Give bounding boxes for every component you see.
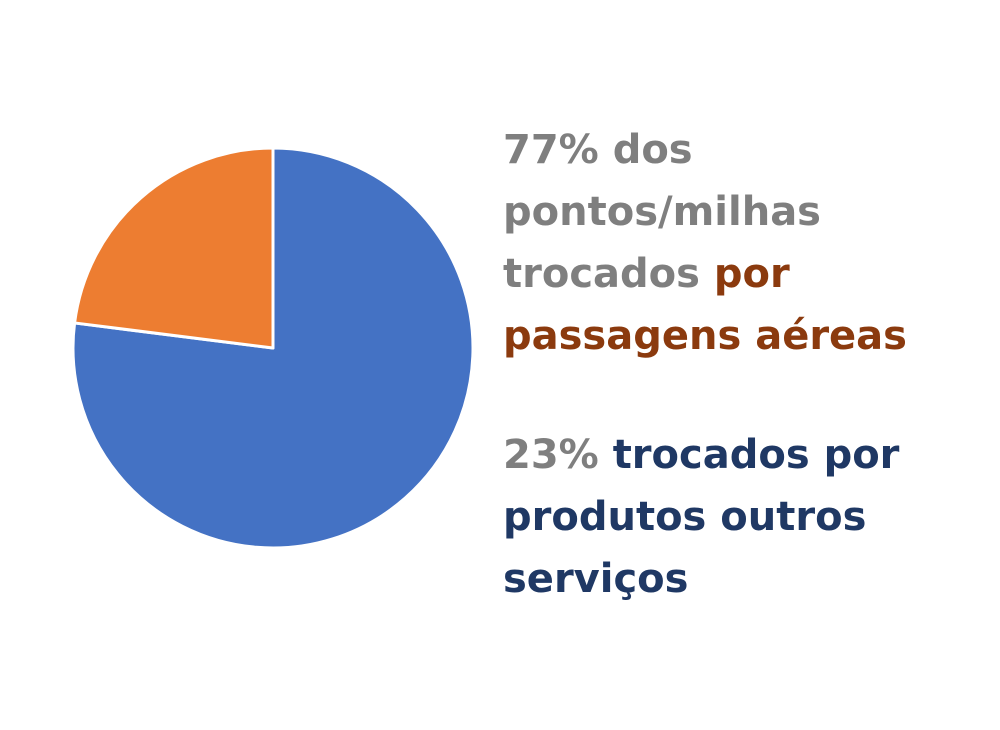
- annotation-products-services-percent: 23%: [503, 432, 599, 478]
- annotation-products-services-highlight: trocados por produtos outros serviços: [503, 432, 900, 602]
- annotation-air-tickets-percent: 77%: [503, 127, 599, 173]
- annotation-products-services: 23% trocados por produtos outros serviço…: [503, 424, 973, 610]
- annotation-air-tickets-text: dos pontos/milhas trocados: [503, 127, 821, 297]
- pie-slice-products-services: [73, 146, 275, 350]
- annotation-air-tickets-highlight: por passagens aéreas: [503, 251, 907, 359]
- annotation-air-tickets: 77% dos pontos/milhas trocados por passa…: [503, 119, 973, 367]
